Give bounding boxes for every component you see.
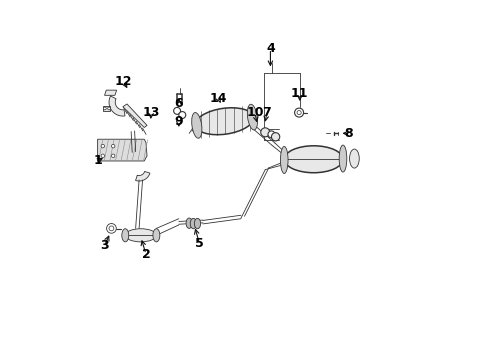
- Circle shape: [101, 154, 104, 158]
- Text: 2: 2: [142, 248, 150, 261]
- Ellipse shape: [280, 147, 287, 174]
- Ellipse shape: [190, 219, 196, 229]
- Polygon shape: [98, 139, 147, 161]
- Text: 12: 12: [115, 75, 132, 88]
- Circle shape: [103, 107, 106, 110]
- Ellipse shape: [191, 113, 202, 138]
- Text: 7: 7: [262, 106, 271, 119]
- Text: 6: 6: [174, 98, 183, 111]
- Polygon shape: [109, 96, 125, 116]
- Text: 13: 13: [142, 106, 160, 119]
- Ellipse shape: [153, 229, 160, 242]
- Text: 3: 3: [100, 239, 109, 252]
- Text: 8: 8: [343, 127, 352, 140]
- Circle shape: [296, 111, 301, 115]
- Text: 14: 14: [209, 92, 227, 105]
- Circle shape: [111, 154, 115, 158]
- Text: 9: 9: [174, 115, 183, 128]
- Ellipse shape: [122, 229, 128, 242]
- Circle shape: [107, 107, 110, 110]
- Text: 5: 5: [195, 238, 203, 251]
- Text: 1: 1: [93, 154, 102, 167]
- Ellipse shape: [125, 229, 156, 242]
- Circle shape: [111, 144, 115, 148]
- Ellipse shape: [194, 219, 200, 229]
- Circle shape: [106, 224, 116, 233]
- Ellipse shape: [247, 104, 257, 130]
- Circle shape: [294, 108, 303, 117]
- Circle shape: [267, 131, 274, 138]
- Circle shape: [173, 107, 180, 114]
- Circle shape: [179, 112, 185, 118]
- Circle shape: [260, 128, 269, 137]
- Circle shape: [101, 144, 104, 148]
- Text: 11: 11: [290, 87, 308, 100]
- Polygon shape: [122, 104, 147, 127]
- Polygon shape: [103, 106, 110, 111]
- Ellipse shape: [284, 146, 342, 173]
- Text: 4: 4: [265, 42, 274, 55]
- Ellipse shape: [195, 108, 253, 135]
- Circle shape: [271, 132, 279, 141]
- Text: 10: 10: [245, 106, 263, 119]
- Polygon shape: [135, 171, 150, 181]
- Ellipse shape: [339, 145, 346, 172]
- Ellipse shape: [186, 218, 192, 228]
- Circle shape: [109, 226, 114, 231]
- Polygon shape: [104, 90, 117, 95]
- Ellipse shape: [349, 149, 359, 168]
